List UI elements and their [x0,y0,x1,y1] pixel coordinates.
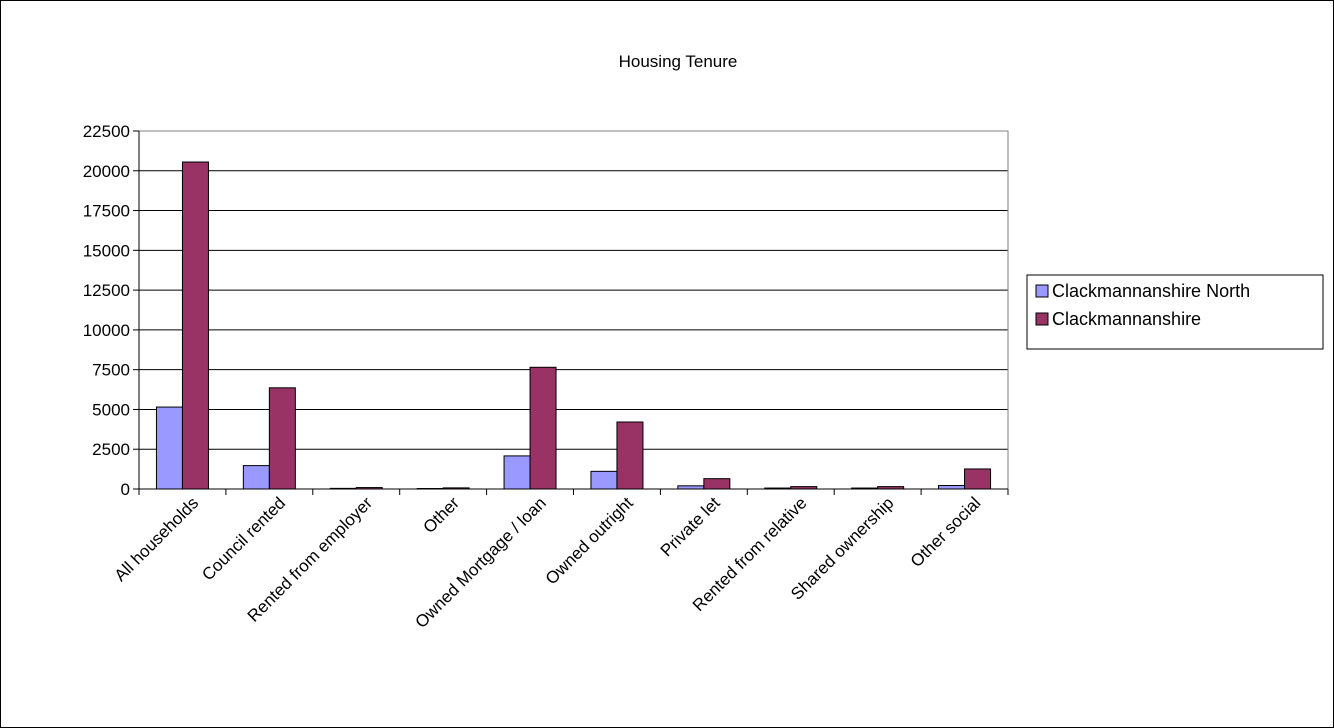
x-tick-label: Other [419,493,463,537]
legend: Clackmannanshire North Clackmannanshire [1026,274,1324,350]
bar-clackmannanshire [703,478,731,490]
y-axis-tick-labels: 0 2500 5000 7500 10000 12500 15000 17500 20000 22… [83,122,130,499]
bars [155,161,992,490]
y-tick-label: 0 [121,480,130,499]
y-tick-label: 20000 [83,162,130,181]
legend-swatch [1035,312,1049,326]
y-tick-label: 2500 [92,440,130,459]
x-tick-label: Private let [657,493,724,560]
y-tick-label: 17500 [83,202,130,221]
y-tick-label: 10000 [83,321,130,340]
y-tick-label: 12500 [83,281,130,300]
legend-swatch [1035,284,1049,298]
legend-box [1026,274,1324,350]
x-tick-label: Council rented [198,493,289,584]
bar-clackmannanshire [616,421,644,490]
x-tick-label: Other social [907,493,985,571]
y-tick-label: 5000 [92,400,130,419]
bar-clackmannanshire [268,387,296,490]
bar-clackmannanshire [529,366,557,490]
bar-clackmannanshire-north [938,484,966,490]
legend-label: Clackmannanshire [1052,309,1201,329]
bar-clackmannanshire-north [590,470,618,490]
y-tick-label: 7500 [92,361,130,380]
y-tick-label: 22500 [83,122,130,141]
x-tick-label: All households [111,493,203,585]
bar-clackmannanshire-north [155,406,183,490]
x-tick-label: Owned outright [542,493,637,588]
chart-title: Housing Tenure [619,52,738,71]
legend-label: Clackmannanshire North [1052,281,1250,301]
y-tick-label: 15000 [83,241,130,260]
axes [133,130,1009,495]
bar-clackmannanshire-north [242,465,270,490]
bar-clackmannanshire [964,468,992,490]
bar-clackmannanshire-north [503,455,531,490]
bar-clackmannanshire [181,161,209,490]
